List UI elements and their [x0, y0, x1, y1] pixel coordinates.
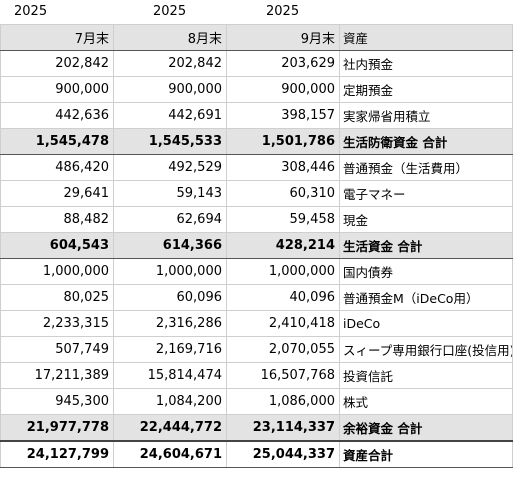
cell-september[interactable]: 60,310 [226, 180, 340, 207]
cell-asset-label[interactable]: 電子マネー [339, 180, 513, 207]
table-row: 507,749 2,169,716 2,070,055 スィープ専用銀行口座(投信用) [0, 336, 513, 363]
cell-august[interactable]: 202,842 [113, 50, 227, 77]
subtotal-row: 21,977,778 22,444,772 23,114,337 余裕資金 合計 [0, 414, 513, 442]
cell-asset-label[interactable]: 投資信託 [339, 362, 513, 389]
cell-august[interactable]: 22,444,772 [113, 414, 227, 442]
cell-asset-label[interactable]: 資産合計 [339, 440, 513, 468]
header-august[interactable]: 8月末 [113, 24, 227, 51]
cell-asset-label[interactable]: 普通預金M（iDeCo用） [339, 284, 513, 311]
cell-asset-label[interactable]: 国内債券 [339, 258, 513, 285]
cell-asset-label[interactable]: 生活資金 合計 [339, 232, 513, 259]
cell-july[interactable]: 202,842 [0, 50, 114, 77]
cell-asset-label[interactable]: 定期預金 [339, 76, 513, 103]
grand-total-row: 24,127,799 24,604,671 25,044,337 資産合計 [0, 440, 513, 468]
cell-july[interactable]: 507,749 [0, 336, 114, 363]
table-row: 29,641 59,143 60,310 電子マネー [0, 180, 513, 207]
header-row: 7月末 8月末 9月末 資産 [0, 24, 513, 51]
cell-august[interactable]: 1,000,000 [113, 258, 227, 285]
asset-table: 7月末 8月末 9月末 資産 202,842 202,842 203,629 社内預金… [0, 24, 513, 468]
cell-july[interactable]: 442,636 [0, 102, 114, 129]
cell-september[interactable]: 25,044,337 [226, 440, 340, 468]
cell-asset-label[interactable]: 現金 [339, 206, 513, 233]
cell-august[interactable]: 1,084,200 [113, 388, 227, 415]
cell-august[interactable]: 15,814,474 [113, 362, 227, 389]
cell-asset-label[interactable]: 余裕資金 合計 [339, 414, 513, 442]
table-row: 202,842 202,842 203,629 社内預金 [0, 50, 513, 77]
cell-september[interactable]: 59,458 [226, 206, 340, 233]
cell-september[interactable]: 1,000,000 [226, 258, 340, 285]
table-row: 442,636 442,691 398,157 実家帰省用積立 [0, 102, 513, 129]
year-label-september: 2025 [266, 4, 300, 19]
cell-july[interactable]: 80,025 [0, 284, 114, 311]
cell-august[interactable]: 1,545,533 [113, 128, 227, 155]
subtotal-row: 1,545,478 1,545,533 1,501,786 生活防衛資金 合計 [0, 128, 513, 155]
cell-august[interactable]: 492,529 [113, 154, 227, 181]
cell-july[interactable]: 17,211,389 [0, 362, 114, 389]
cell-september[interactable]: 308,446 [226, 154, 340, 181]
cell-asset-label[interactable]: 生活防衛資金 合計 [339, 128, 513, 155]
table-row: 80,025 60,096 40,096 普通預金M（iDeCo用） [0, 284, 513, 311]
table-row: 2,233,315 2,316,286 2,410,418 iDeCo [0, 310, 513, 337]
header-july[interactable]: 7月末 [0, 24, 114, 51]
cell-august[interactable]: 62,694 [113, 206, 227, 233]
table-row: 1,000,000 1,000,000 1,000,000 国内債券 [0, 258, 513, 285]
cell-august[interactable]: 442,691 [113, 102, 227, 129]
cell-september[interactable]: 203,629 [226, 50, 340, 77]
cell-july[interactable]: 1,545,478 [0, 128, 114, 155]
cell-september[interactable]: 40,096 [226, 284, 340, 311]
cell-asset-label[interactable]: iDeCo [339, 310, 513, 337]
cell-july[interactable]: 24,127,799 [0, 440, 114, 468]
year-label-july: 2025 [14, 4, 48, 19]
cell-september[interactable]: 900,000 [226, 76, 340, 103]
cell-asset-label[interactable]: 普通預金（生活費用） [339, 154, 513, 181]
cell-september[interactable]: 2,070,055 [226, 336, 340, 363]
cell-august[interactable]: 900,000 [113, 76, 227, 103]
cell-september[interactable]: 1,086,000 [226, 388, 340, 415]
cell-july[interactable]: 2,233,315 [0, 310, 114, 337]
cell-july[interactable]: 900,000 [0, 76, 114, 103]
cell-september[interactable]: 428,214 [226, 232, 340, 259]
table-row: 88,482 62,694 59,458 現金 [0, 206, 513, 233]
cell-september[interactable]: 23,114,337 [226, 414, 340, 442]
cell-august[interactable]: 59,143 [113, 180, 227, 207]
cell-july[interactable]: 88,482 [0, 206, 114, 233]
year-label-row: 2025 2025 2025 [0, 0, 516, 24]
cell-asset-label[interactable]: 社内預金 [339, 50, 513, 77]
cell-asset-label[interactable]: スィープ専用銀行口座(投信用) [339, 336, 513, 363]
cell-july[interactable]: 945,300 [0, 388, 114, 415]
cell-august[interactable]: 60,096 [113, 284, 227, 311]
table-row: 486,420 492,529 308,446 普通預金（生活費用） [0, 154, 513, 181]
subtotal-row: 604,543 614,366 428,214 生活資金 合計 [0, 232, 513, 259]
cell-july[interactable]: 29,641 [0, 180, 114, 207]
header-september[interactable]: 9月末 [226, 24, 340, 51]
cell-august[interactable]: 614,366 [113, 232, 227, 259]
cell-july[interactable]: 604,543 [0, 232, 114, 259]
cell-asset-label[interactable]: 実家帰省用積立 [339, 102, 513, 129]
cell-august[interactable]: 2,169,716 [113, 336, 227, 363]
cell-september[interactable]: 1,501,786 [226, 128, 340, 155]
table-row: 17,211,389 15,814,474 16,507,768 投資信託 [0, 362, 513, 389]
table-body: 202,842 202,842 203,629 社内預金 900,000 900,000 9… [0, 50, 513, 468]
cell-july[interactable]: 486,420 [0, 154, 114, 181]
cell-july[interactable]: 21,977,778 [0, 414, 114, 442]
cell-august[interactable]: 24,604,671 [113, 440, 227, 468]
cell-asset-label[interactable]: 株式 [339, 388, 513, 415]
table-row: 900,000 900,000 900,000 定期預金 [0, 76, 513, 103]
cell-july[interactable]: 1,000,000 [0, 258, 114, 285]
cell-september[interactable]: 398,157 [226, 102, 340, 129]
cell-september[interactable]: 2,410,418 [226, 310, 340, 337]
year-label-august: 2025 [153, 4, 187, 19]
cell-september[interactable]: 16,507,768 [226, 362, 340, 389]
cell-august[interactable]: 2,316,286 [113, 310, 227, 337]
table-row: 945,300 1,084,200 1,086,000 株式 [0, 388, 513, 415]
header-asset[interactable]: 資産 [339, 24, 513, 51]
